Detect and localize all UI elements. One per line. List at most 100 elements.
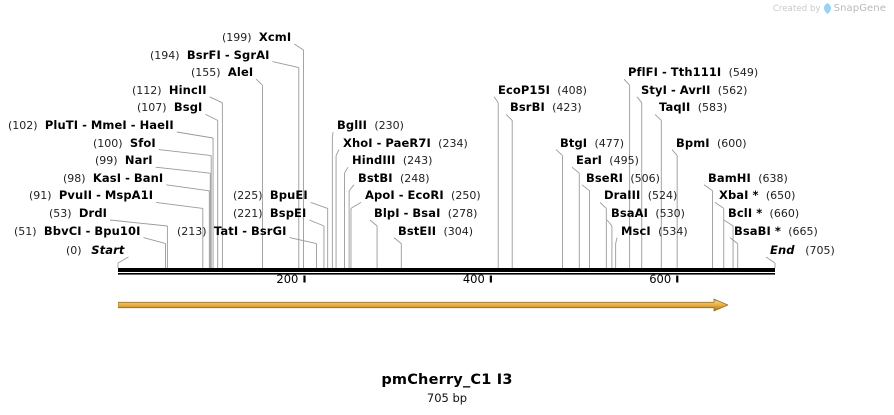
leader-line <box>209 96 223 104</box>
enzyme-position: (423) <box>552 101 582 115</box>
enzyme-position: (600) <box>716 136 747 150</box>
enzyme-label[interactable]: (99) NarI <box>95 154 153 168</box>
enzyme-label[interactable]: (194) BsrFI - SgrAI <box>150 47 269 62</box>
enzyme-label[interactable]: XbaI * (650) <box>719 188 796 203</box>
enzyme-name: BsrFI <box>186 47 221 62</box>
enzyme-name: MscI <box>621 223 651 238</box>
enzyme-name: HincII <box>168 82 207 97</box>
enzyme-position: (506) <box>630 171 660 185</box>
enzyme-position: (194) <box>150 48 180 62</box>
enzyme-label[interactable]: BsrBI (423) <box>510 101 582 115</box>
start-name: Start <box>91 243 125 257</box>
leader-line <box>350 202 362 209</box>
enzyme-name: XbaI <box>719 188 749 203</box>
enzyme-label[interactable]: BseRI (506) <box>586 171 660 185</box>
leader-line <box>723 219 734 227</box>
enzyme-label[interactable]: (213) TatI - BsrGI <box>177 223 287 238</box>
enzyme-label[interactable]: BstBI (248) <box>358 171 430 185</box>
enzyme-label[interactable]: StyI - AvrII (562) <box>641 83 747 97</box>
enzyme-label[interactable]: BamHI (638) <box>708 170 788 185</box>
enzyme-position: (221) <box>233 207 263 220</box>
enzyme-position: (650) <box>765 189 796 203</box>
enzyme-label[interactable]: BpmI (600) <box>676 136 747 150</box>
enzyme-label[interactable]: BsaAI (530) <box>611 206 685 221</box>
name-separator: - <box>92 188 105 203</box>
enzyme-label[interactable]: XhoI - PaeR7I (234) <box>343 135 468 150</box>
enzyme-label[interactable]: HindIII (243) <box>352 154 433 168</box>
enzyme-label[interactable]: BglII (230) <box>337 118 404 133</box>
name-separator: - <box>394 188 408 203</box>
start-label: (0) Start <box>66 243 125 258</box>
enzyme-name: SfoI <box>129 135 156 150</box>
enzyme-position: (100) <box>93 136 123 150</box>
enzyme-label[interactable]: BtgI (477) <box>560 136 625 150</box>
snapgene-watermark: Created by SnapGene <box>773 3 886 14</box>
leader-line <box>110 219 168 227</box>
enzyme-name: BsgI <box>173 100 203 115</box>
name-separator: - <box>121 170 134 185</box>
start-position: (0) <box>66 244 82 257</box>
enzyme-position: (495) <box>609 154 639 168</box>
arrow-body[interactable] <box>118 298 728 312</box>
enzyme-label[interactable]: (91) PvuII - MspA1I <box>29 188 154 203</box>
enzyme-position: (243) <box>402 154 433 168</box>
enzyme-name: MspA1I <box>104 188 154 203</box>
enzyme-position: (91) <box>29 189 52 203</box>
enzyme-name: Bpu10I <box>94 223 141 238</box>
enzyme-name: Tth111I <box>670 65 722 80</box>
enzyme-label[interactable]: (51) BbvCI - Bpu10I <box>14 223 141 238</box>
enzyme-position: (477) <box>594 136 625 150</box>
enzyme-position: (304) <box>443 224 474 238</box>
enzyme-position: (98) <box>63 171 86 185</box>
enzyme-name: BsrGI <box>251 223 287 238</box>
enzyme-label[interactable]: DraIII (524) <box>604 189 677 203</box>
enzyme-position: (51) <box>14 224 37 238</box>
leader-line <box>671 149 678 156</box>
enzyme-label[interactable]: (100) SfoI <box>93 135 156 150</box>
enzyme-name: BclI <box>728 206 753 220</box>
enzyme-label[interactable]: (221) BspEI <box>233 207 306 221</box>
enzyme-position: (99) <box>95 154 118 168</box>
enzyme-label[interactable]: EcoP15I (408) <box>498 83 587 97</box>
enzyme-label[interactable]: TaqII (583) <box>659 101 727 115</box>
enzyme-label[interactable]: (102) PluTI - MmeI - HaeII <box>8 118 174 133</box>
enzyme-label[interactable]: (199) XcmI <box>222 31 291 45</box>
leader-line <box>155 166 211 174</box>
name-separator: - <box>78 118 91 132</box>
ruler-bar-underline <box>118 273 775 275</box>
leader-line <box>729 237 738 244</box>
enzyme-label[interactable]: (98) KasI - BanI <box>63 170 163 185</box>
end-name: End <box>770 243 795 257</box>
leader-line <box>344 166 349 174</box>
enzyme-position: (250) <box>451 189 481 203</box>
enzyme-label[interactable]: BstEII (304) <box>398 224 474 238</box>
leader-line <box>636 96 643 104</box>
enzyme-label[interactable]: ApoI - EcoRI (250) <box>365 188 481 203</box>
enzyme-label[interactable]: BlpI - BsaI (278) <box>374 207 477 221</box>
enzyme-position: (112) <box>132 83 162 97</box>
enzyme-position: (213) <box>177 224 207 238</box>
enzyme-label[interactable]: PflFI - Tth111I (549) <box>628 65 759 80</box>
leader-line <box>615 237 618 244</box>
leader-line <box>156 201 203 209</box>
enzyme-label[interactable]: MscI (534) <box>621 223 688 238</box>
enzyme-label[interactable]: BsaBI * (665) <box>734 224 818 238</box>
enzyme-label[interactable]: BclI * (660) <box>728 206 799 221</box>
orf-feature-arrow[interactable] <box>118 297 728 313</box>
enzyme-name: XhoI <box>343 135 373 150</box>
leader-line <box>765 256 776 264</box>
enzyme-position: (549) <box>728 66 759 80</box>
enzyme-name: BamHI <box>708 170 751 185</box>
enzyme-label[interactable]: (112) HincII <box>132 82 207 97</box>
enzyme-name: BglII <box>337 118 367 132</box>
enzyme-position: (408) <box>557 83 587 97</box>
star-marker: * <box>752 206 763 220</box>
enzyme-label[interactable]: (107) BsgI <box>137 100 203 115</box>
leader-line <box>493 96 499 104</box>
enzyme-label[interactable]: (53) DrdI <box>49 207 107 221</box>
end-position: (705) <box>805 244 835 257</box>
enzyme-label[interactable]: (225) BpuEI <box>233 189 308 203</box>
enzyme-label[interactable]: (155) AleI <box>191 66 253 80</box>
enzyme-name: BsaAI <box>611 206 649 220</box>
enzyme-label[interactable]: EarI (495) <box>576 154 639 168</box>
